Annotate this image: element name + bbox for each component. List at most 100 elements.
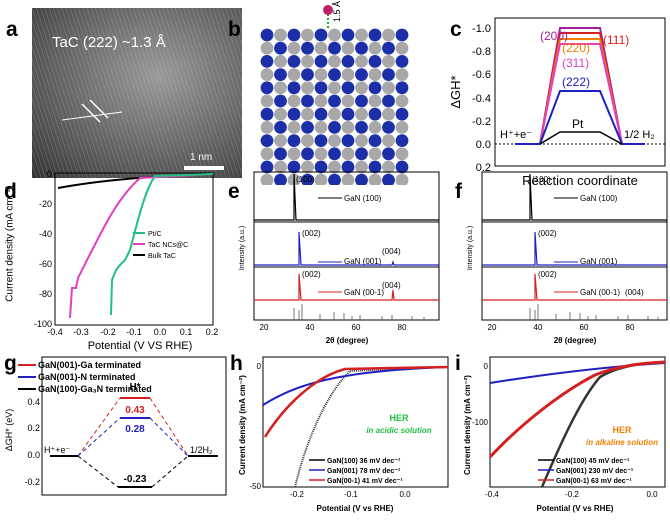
h-xtick: -0.1 [344, 490, 358, 499]
panel-label-g: g [4, 352, 17, 375]
h-ytick: 0 [257, 362, 262, 371]
carbon-atom [260, 121, 274, 134]
carbon-atom [301, 81, 314, 95]
c-label-222: (222) [562, 75, 590, 89]
e-peak-label: (004) [382, 281, 401, 290]
d-ytick: -100 [34, 319, 52, 329]
tantalum-atom [382, 173, 395, 187]
carbon-atom [314, 94, 328, 108]
f-reference-bars [529, 304, 659, 320]
panel-label-f: f [455, 180, 462, 203]
tantalum-atom [301, 173, 314, 187]
tantalum-atom [274, 147, 287, 161]
h-curve-100 [294, 366, 449, 488]
panel-d: 0 -20 -40 -60 -80 -100 -0.4 -0.3 -0.2 -0… [0, 169, 225, 340]
tem-image [32, 8, 242, 178]
i-legend-100: GaN(100) 45 mV dec⁻¹ [556, 458, 630, 465]
f-peak-label: (004) [625, 288, 644, 297]
c-ytick: -1.0 [472, 23, 491, 35]
tantalum-atom [341, 107, 355, 121]
panel-label-b: b [228, 18, 241, 41]
carbon-atom [274, 28, 287, 42]
i-legend-00-1: GaN(00-1) 63 mV dec⁻¹ [556, 478, 632, 485]
tantalum-atom [395, 107, 409, 121]
d-ytick: 0 [47, 170, 52, 179]
f-peak-label: (100) [532, 175, 551, 184]
tantalum-atom [355, 94, 368, 108]
tantalum-atom [368, 55, 382, 68]
h-subtitle: in acidic solution [366, 426, 431, 435]
e-trace-001 [254, 231, 439, 266]
carbon-atom [314, 68, 328, 81]
c-ytick: 0.0 [476, 139, 491, 151]
panel-e: (100) GaN (100) (002) (004) GaN (001) (0… [232, 170, 442, 348]
tantalum-atom [328, 68, 341, 81]
d-ylabel: Current density (mA cm⁻²) [4, 185, 16, 302]
e-row-name: GaN (100) [344, 194, 382, 203]
carbon-atom [341, 41, 355, 55]
e-peak-label: (002) [302, 270, 321, 279]
i-ylabel: Current density (mA cm⁻²) [463, 375, 472, 475]
tantalum-atom [274, 173, 287, 187]
g-legend-n: GaN(001)-N terminated [38, 372, 136, 382]
c-end-label: 1/2 H₂ [624, 129, 655, 141]
carbon-atom [328, 160, 341, 174]
tantalum-atom [382, 121, 395, 134]
tantalum-atom [260, 55, 274, 68]
carbon-atom [260, 94, 274, 108]
carbon-atom [328, 28, 341, 42]
e-row-name: GaN (00-1) [344, 288, 384, 297]
scale-bar [184, 166, 224, 170]
i-ytick: 0 [484, 362, 489, 371]
carbon-atom [395, 121, 409, 134]
carbon-atom [328, 107, 341, 121]
e-xtick: 60 [352, 323, 361, 332]
carbon-atom [287, 94, 301, 108]
xrd-chart-f: (100) GaN (100) (002) GaN (001) (002) Ga… [467, 171, 668, 345]
tantalum-atom [287, 55, 301, 68]
f-row-name: GaN (100) [580, 194, 618, 203]
g-ytick: 0.2 [27, 423, 40, 433]
tantalum-atom [355, 68, 368, 81]
carbon-atom [368, 41, 382, 55]
d-xtick: -0.1 [126, 327, 142, 337]
tantalum-atom [287, 134, 301, 148]
tantalum-atom [395, 160, 409, 174]
e-ylabel: Intensity (a.u.) [239, 226, 246, 270]
g-start-label: H⁺+e⁻ [44, 445, 71, 455]
carbon-atom [382, 55, 395, 68]
carbon-atom [328, 134, 341, 148]
c-ytick: 0.2 [476, 162, 491, 174]
carbon-atom [341, 147, 355, 161]
tantalum-atom [260, 81, 274, 95]
carbon-atom [341, 121, 355, 134]
f-trace-001 [482, 231, 667, 266]
g-ytick: -0.2 [24, 477, 40, 487]
carbon-atom [301, 28, 314, 42]
d-xtick: 0.1 [180, 327, 193, 337]
tantalum-atom [328, 41, 341, 55]
tantalum-atom [314, 81, 328, 95]
tantalum-atom [368, 160, 382, 174]
carbon-atom [314, 41, 328, 55]
lattice-marker [81, 103, 101, 123]
tantalum-atom [382, 68, 395, 81]
carbon-atom [301, 107, 314, 121]
carbon-atom [260, 41, 274, 55]
g-ylabel: ΔGH* (eV) [4, 409, 14, 452]
c-label-220: (220) [562, 41, 590, 55]
carbon-atom [260, 147, 274, 161]
d-legend-ptc: Pt/C [148, 231, 162, 238]
d-curve-ptc [110, 173, 214, 316]
g-value-n: 0.28 [125, 424, 145, 435]
h-xlabel: Potential (V vs RHE) [317, 504, 394, 513]
c-ytick: -0.4 [472, 93, 491, 105]
d-xtick: 0.0 [154, 327, 167, 337]
tantalum-atom [368, 134, 382, 148]
tantalum-atom [274, 94, 287, 108]
c-label-311: (311) [562, 56, 589, 70]
tantalum-atom [395, 134, 409, 148]
atomic-lattice: 1.5 Å [260, 1, 409, 187]
tantalum-atom [328, 147, 341, 161]
carbon-atom [341, 68, 355, 81]
